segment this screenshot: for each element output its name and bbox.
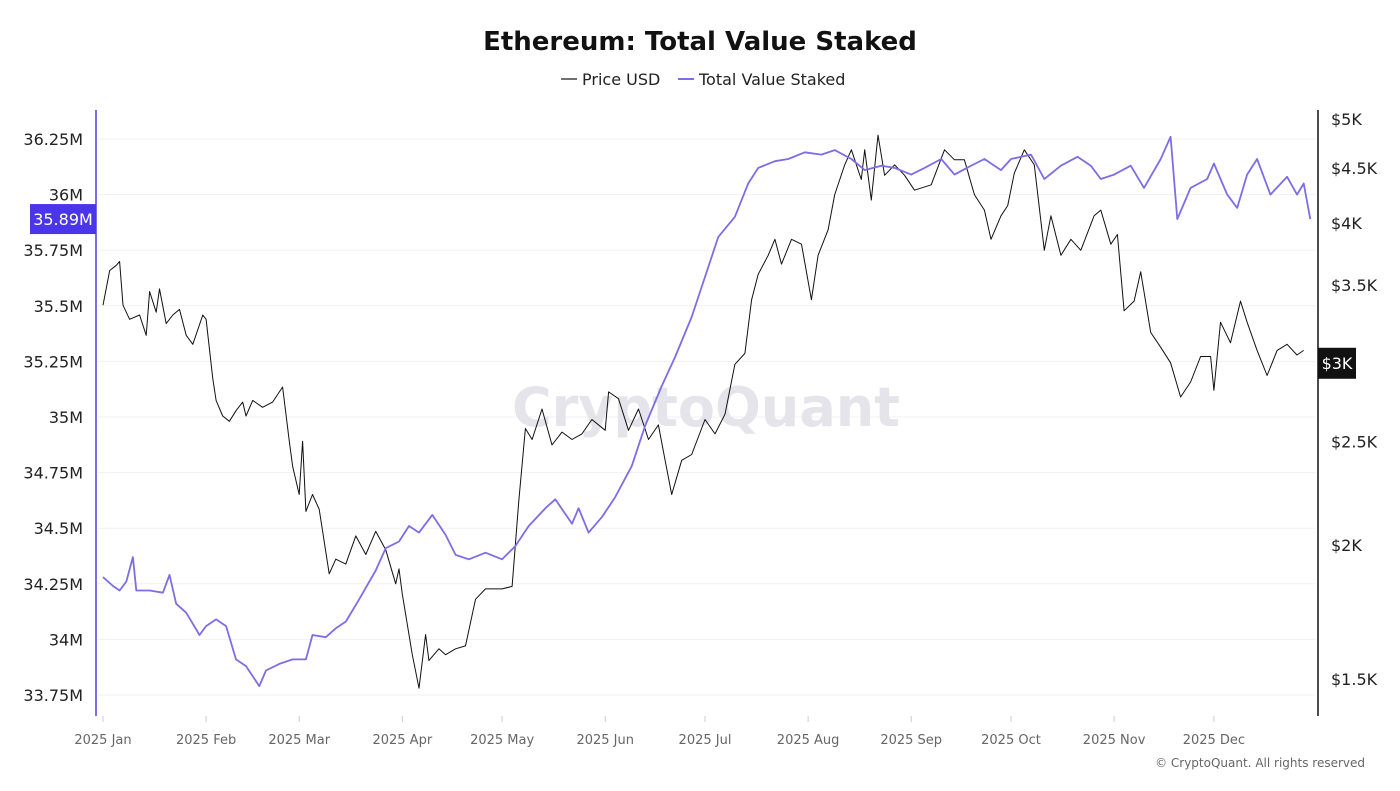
left-tick-label: 34.25M	[23, 575, 83, 594]
right-tick-label: $2K	[1331, 536, 1362, 555]
right-tick-label: $4.5K	[1331, 159, 1378, 178]
legend-item-tvs[interactable]: Total Value Staked	[678, 70, 845, 89]
right-tick-label: $3.5K	[1331, 276, 1378, 295]
right-current-badge: $3K	[1318, 347, 1356, 379]
right-tick-label: $2.5K	[1331, 432, 1378, 451]
left-tick-label: 34.75M	[23, 464, 83, 483]
x-tick-label: 2025 Jan	[74, 733, 131, 748]
left-tick-label: 36.25M	[23, 130, 83, 149]
legend-label-tvs: Total Value Staked	[698, 70, 845, 89]
right-axis-ticks: $1.5K $2K $2.5K $3.5K $4K $4.5K $5K	[1331, 110, 1378, 689]
x-axis-ticks: 2025 Jan 2025 Feb 2025 Mar 2025 Apr 2025 May…	[74, 716, 1245, 748]
chart-title: Ethereum: Total Value Staked	[483, 27, 917, 57]
x-tick-label: 2025 Oct	[981, 733, 1041, 748]
left-tick-label: 36M	[49, 186, 83, 205]
left-current-badge: 35.89M	[30, 204, 96, 235]
left-tick-label: 35.25M	[23, 352, 83, 371]
x-tick-label: 2025 Jul	[679, 733, 732, 748]
x-tick-label: 2025 Feb	[176, 733, 236, 748]
x-tick-label: 2025 May	[470, 733, 534, 748]
right-tick-label: $1.5K	[1331, 670, 1378, 689]
x-tick-label: 2025 Aug	[777, 733, 840, 748]
left-current-value: 35.89M	[33, 210, 93, 229]
legend-label-price: Price USD	[582, 70, 660, 89]
watermark: CryptoQuant	[512, 376, 900, 439]
right-tick-label: $5K	[1331, 110, 1362, 129]
left-tick-label: 35.75M	[23, 241, 83, 260]
x-tick-label: 2025 Nov	[1083, 733, 1146, 748]
left-axis-ticks: 33.75M 34M 34.25M 34.5M 34.75M 35M 35.25M 35.5M…	[23, 130, 83, 705]
x-tick-label: 2025 Jun	[576, 733, 634, 748]
gridlines	[98, 138, 1316, 696]
x-tick-label: 2025 Apr	[372, 733, 432, 748]
series-layer	[102, 134, 1312, 689]
right-current-value: $3K	[1322, 354, 1353, 373]
left-tick-label: 34M	[49, 630, 83, 649]
legend: Price USD Total Value Staked	[561, 70, 845, 89]
series-line-total-value-staked	[102, 135, 1312, 687]
left-tick-label: 34.5M	[34, 519, 83, 538]
x-tick-label: 2025 Sep	[880, 733, 942, 748]
legend-item-price[interactable]: Price USD	[561, 70, 660, 89]
x-tick-label: 2025 Mar	[268, 733, 330, 748]
series-line-price-usd	[102, 134, 1304, 689]
right-tick-label: $4K	[1331, 214, 1362, 233]
copyright: © CryptoQuant. All rights reserved	[1155, 756, 1365, 770]
left-tick-label: 35M	[49, 408, 83, 427]
left-tick-label: 35.5M	[34, 297, 83, 316]
left-tick-label: 33.75M	[23, 686, 83, 705]
x-tick-label: 2025 Dec	[1183, 733, 1245, 748]
